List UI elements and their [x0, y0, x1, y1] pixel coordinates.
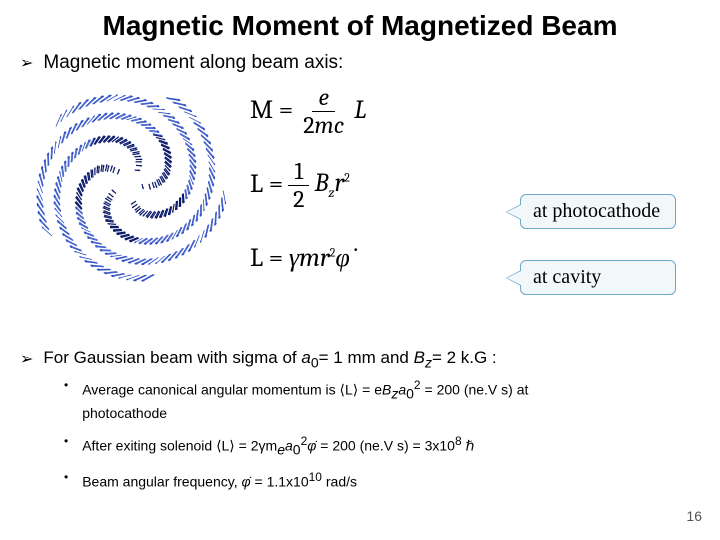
sub1-text: Average canonical angular momentum is ⟨L…: [82, 377, 528, 422]
bullet-dot-icon: •: [64, 469, 68, 486]
callout-photocathode-text: at photocathode: [533, 200, 660, 222]
sub3-unit: rad/s: [322, 474, 357, 490]
gauss-a0val: = 1 mm and: [319, 348, 414, 367]
eq2-den: 2: [287, 186, 310, 212]
sub-bullet-1: • Average canonical angular momentum is …: [16, 372, 706, 427]
sub2-expr: ⟨L⟩ = 2γm: [216, 437, 277, 453]
sub3-val: = 1.1x10: [251, 474, 309, 490]
sub1-line2: photocathode: [82, 405, 167, 421]
triangle-bullet-icon: ➢: [20, 349, 33, 369]
sub-bullet-2: • After exiting solenoid ⟨L⟩ = 2γmea02φ̇…: [16, 428, 706, 464]
page-number: 16: [686, 508, 702, 524]
sub2-text: After exiting solenoid ⟨L⟩ = 2γmea02φ̇ =…: [82, 433, 474, 459]
gaussian-text: For Gaussian beam with sigma of a0= 1 mm…: [43, 348, 496, 370]
sub2-a0sub: 0: [293, 441, 301, 457]
equation-l2: L = γmr2φ̇: [250, 226, 500, 292]
gauss-a0: a: [301, 348, 310, 367]
sub1-val: = 200 (ne.V s) at: [421, 382, 529, 398]
lower-block: ➢ For Gaussian beam with sigma of a0= 1 …: [16, 346, 706, 497]
sub1-a: Average canonical angular momentum is: [82, 382, 339, 398]
main-bullet-1: ➢ Magnetic moment along beam axis:: [0, 48, 720, 78]
bullet-text: Magnetic moment along beam axis:: [43, 52, 343, 74]
vortex-figure: [30, 84, 230, 284]
gauss-a0sub: 0: [311, 354, 319, 370]
sub1-a0: a: [398, 382, 406, 398]
sub3-phi: φ̇: [241, 474, 250, 490]
sub2-val: = 200 (ne.V s) = 3x10: [316, 437, 455, 453]
gauss-bzval: = 2 k.G :: [432, 348, 497, 367]
sub2-hbar: ℏ: [462, 437, 475, 453]
sub1-bz: B: [382, 382, 391, 398]
sub1-a0sup: 2: [414, 378, 421, 392]
sub3-exp: 10: [309, 470, 322, 484]
eq2-lhs: L =: [250, 171, 283, 198]
bullet-dot-icon: •: [64, 377, 68, 394]
eq2-b: B: [314, 168, 328, 198]
sub2-exp: 8: [455, 434, 462, 448]
eq1-frac: e 2mc: [297, 84, 350, 138]
callout-photocathode: at photocathode: [520, 194, 676, 229]
callout-cavity-text: at cavity: [533, 266, 601, 288]
sub2-me: e: [277, 441, 285, 457]
eq3-phi: φ̇: [335, 243, 349, 273]
eq2-tail: Bzr2: [314, 170, 349, 201]
sub1-expr: ⟨L⟩ = e: [340, 382, 382, 398]
eq2-num: 1: [288, 158, 309, 185]
gauss-bz: B: [414, 348, 425, 367]
gauss-bzsub: z: [425, 354, 432, 370]
eq1-den: 2mc: [297, 112, 350, 138]
main-bullet-2: ➢ For Gaussian beam with sigma of a0= 1 …: [16, 346, 706, 372]
equation-m: M = e 2mc L: [250, 78, 500, 144]
page-title: Magnetic Moment of Magnetized Beam: [0, 0, 720, 48]
eq2-frac: 1 2: [287, 158, 310, 212]
eq1-lhs: M =: [250, 97, 293, 124]
sub2-a0: a: [285, 437, 293, 453]
gauss-prefix: For Gaussian beam with sigma of: [43, 348, 301, 367]
eq2-r: r: [334, 168, 344, 198]
eq1-num: e: [312, 84, 334, 111]
eq2-r2: 2: [344, 170, 350, 184]
sub1-a0sub: 0: [406, 386, 414, 402]
eq3-gmr: γmr: [289, 243, 330, 273]
sub-bullet-3: • Beam angular frequency, φ̇ = 1.1x1010 …: [16, 464, 706, 497]
callout-cavity: at cavity: [520, 260, 676, 295]
triangle-bullet-icon: ➢: [20, 53, 33, 73]
sub2-a: After exiting solenoid: [82, 437, 216, 453]
equations-block: M = e 2mc L L = 1 2 Bzr2 L = γmr2φ̇: [250, 78, 500, 300]
eq3-body: L = γmr2φ̇: [250, 245, 350, 272]
bullet-dot-icon: •: [64, 433, 68, 450]
sub3-text: Beam angular frequency, φ̇ = 1.1x1010 ra…: [82, 469, 357, 492]
eq3-lhs: L =: [250, 243, 289, 273]
sub3-a: Beam angular frequency,: [82, 474, 241, 490]
eq1-tail: L: [354, 97, 366, 124]
equation-l1: L = 1 2 Bzr2: [250, 152, 500, 218]
